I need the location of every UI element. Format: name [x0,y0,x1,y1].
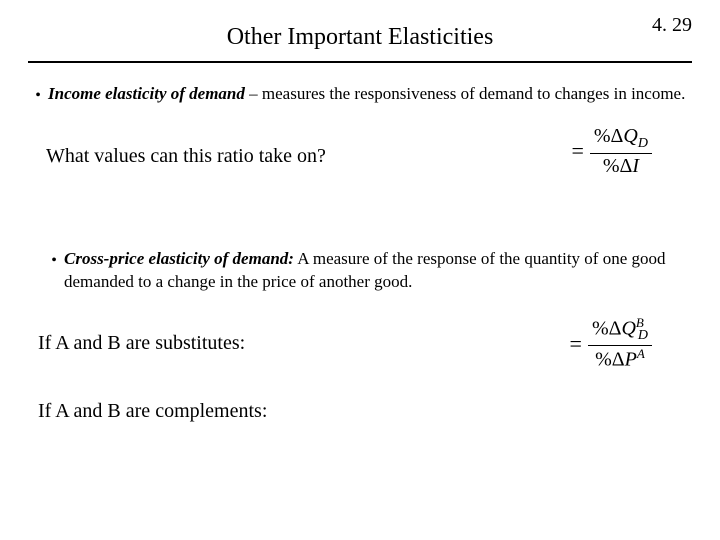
numerator: %ΔQD [590,125,652,152]
sub-D: D [638,136,648,151]
bullet-cross-price-elasticity: • Cross-price elasticity of demand: A me… [28,248,692,294]
fraction: %ΔQD %ΔI [590,125,652,178]
P: P [625,349,637,371]
numerator: %ΔQBD [588,316,652,345]
page-number: 4. 29 [652,14,692,37]
bullet-dot: • [28,83,48,107]
fraction-bar [590,153,652,154]
Q: Q [621,317,635,339]
pct-delta: %Δ [595,349,625,371]
sup-A: A [637,346,645,361]
question-ratio-values: What values can this ratio take on? [46,145,326,168]
I: I [632,155,639,177]
definition: measures the responsiveness of demand to… [262,84,685,103]
bullet-text: Cross-price elasticity of demand: A meas… [64,248,692,294]
text-complements: If A and B are complements: [38,400,692,423]
Q: Q [623,125,637,147]
pct-delta: %Δ [603,155,633,177]
term-cross-price-elasticity: Cross-price elasticity of demand: [64,249,294,268]
denominator: %ΔPA [591,347,649,372]
bullet-dot: • [44,248,64,272]
equals-sign: = [570,331,582,357]
slide-title: Other Important Elasticities [28,24,692,51]
bullet-income-elasticity: • Income elasticity of demand – measures… [28,83,692,107]
formula-cross-price-elasticity: = %ΔQBD %ΔPA [570,316,652,372]
fraction: %ΔQBD %ΔPA [588,316,652,372]
term-income-elasticity: Income elasticity of demand [48,84,245,103]
substitutes-formula-row: If A and B are substitutes: = %ΔQBD %ΔPA [28,316,692,372]
slide: 4. 29 Other Important Elasticities • Inc… [0,0,720,540]
title-divider [28,61,692,63]
denominator: %ΔI [599,155,643,178]
equals-sign: = [571,138,583,164]
bullet-text: Income elasticity of demand – measures t… [48,83,692,106]
question-formula-row-1: What values can this ratio take on? = %Δ… [28,125,692,178]
pct-delta: %Δ [594,125,624,147]
pct-delta: %Δ [592,317,622,339]
formula-income-elasticity: = %ΔQD %ΔI [571,125,652,178]
sep: – [245,84,262,103]
text-substitutes: If A and B are substitutes: [38,332,245,355]
sub-D: D [638,328,648,343]
